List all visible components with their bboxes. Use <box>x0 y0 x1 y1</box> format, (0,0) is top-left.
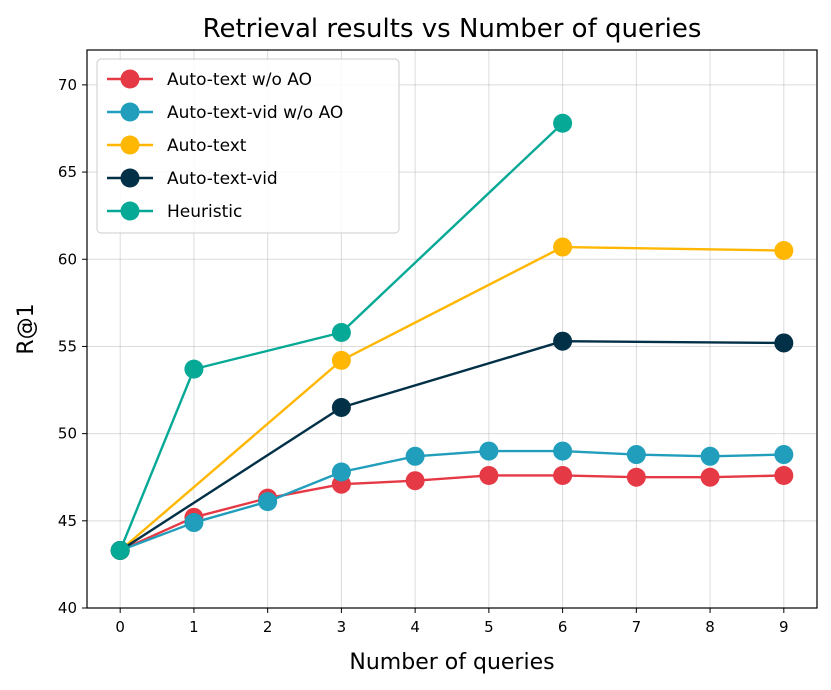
data-point <box>774 241 794 261</box>
chart-title: Retrieval results vs Number of queries <box>203 14 702 44</box>
y-tick-label: 55 <box>58 337 77 355</box>
x-tick-label: 2 <box>263 618 273 636</box>
data-point <box>553 465 573 485</box>
y-tick-label: 40 <box>58 599 77 617</box>
x-tick-label: 9 <box>779 618 789 636</box>
legend-marker <box>120 69 140 89</box>
data-point <box>700 446 720 466</box>
data-point <box>553 331 573 351</box>
legend-marker <box>120 102 140 122</box>
data-point <box>774 333 794 353</box>
legend-label: Auto-text w/o AO <box>167 70 312 90</box>
series-line <box>119 474 784 552</box>
data-point <box>774 465 794 485</box>
data-point <box>626 467 646 487</box>
series-line <box>119 340 784 552</box>
data-point <box>479 441 499 461</box>
data-point <box>184 513 204 533</box>
data-point <box>184 359 204 379</box>
series-layer <box>110 113 794 560</box>
data-point <box>331 462 351 482</box>
data-point <box>405 471 425 491</box>
legend-label: Auto-text-vid <box>167 169 278 189</box>
data-point <box>110 540 130 560</box>
data-point <box>553 441 573 461</box>
x-tick-label: 4 <box>410 618 420 636</box>
data-point <box>331 397 351 417</box>
series-line <box>119 122 564 551</box>
y-axis-label: R@1 <box>14 303 39 354</box>
x-tick-label: 3 <box>337 618 347 636</box>
y-tick-label: 45 <box>58 512 77 530</box>
legend-entry: Heuristic <box>107 201 242 222</box>
x-tick-label: 8 <box>705 618 715 636</box>
data-point <box>331 322 351 342</box>
x-tick-label: 5 <box>484 618 494 636</box>
legend-label: Auto-text-vid w/o AO <box>167 103 343 123</box>
data-point <box>553 113 573 133</box>
legend-label: Auto-text <box>167 136 247 156</box>
legend-marker <box>120 135 140 155</box>
x-axis-label: Number of queries <box>349 650 554 675</box>
legend-entry: Auto-text w/o AO <box>107 69 312 90</box>
legend-entry: Auto-text-vid <box>107 168 278 189</box>
legend: Auto-text w/o AO Auto-text-vid w/o AO Auto… <box>96 58 400 234</box>
legend-label: Heuristic <box>167 202 242 222</box>
data-point <box>331 350 351 370</box>
x-tick-label: 0 <box>115 618 125 636</box>
data-point <box>700 467 720 487</box>
series-line <box>119 245 784 552</box>
data-point <box>553 237 573 257</box>
series-4 <box>110 113 573 560</box>
legend-box <box>96 58 400 234</box>
legend-entry: Auto-text-vid w/o AO <box>107 102 343 123</box>
data-point <box>479 465 499 485</box>
x-tick-label: 7 <box>632 618 642 636</box>
legend-marker <box>120 201 140 221</box>
y-tick-label: 65 <box>58 163 77 181</box>
data-point <box>258 492 278 512</box>
legend-marker <box>120 168 140 188</box>
plot-frame <box>86 49 818 609</box>
y-tick-label: 70 <box>58 76 77 94</box>
y-tick-label: 60 <box>58 250 77 268</box>
x-tick-label: 6 <box>558 618 568 636</box>
series-line <box>119 449 784 552</box>
data-point <box>774 445 794 465</box>
x-tick-label: 1 <box>189 618 199 636</box>
data-point <box>626 445 646 465</box>
legend-entry: Auto-text <box>107 135 247 156</box>
data-point <box>405 446 425 466</box>
y-tick-label: 50 <box>58 425 77 443</box>
